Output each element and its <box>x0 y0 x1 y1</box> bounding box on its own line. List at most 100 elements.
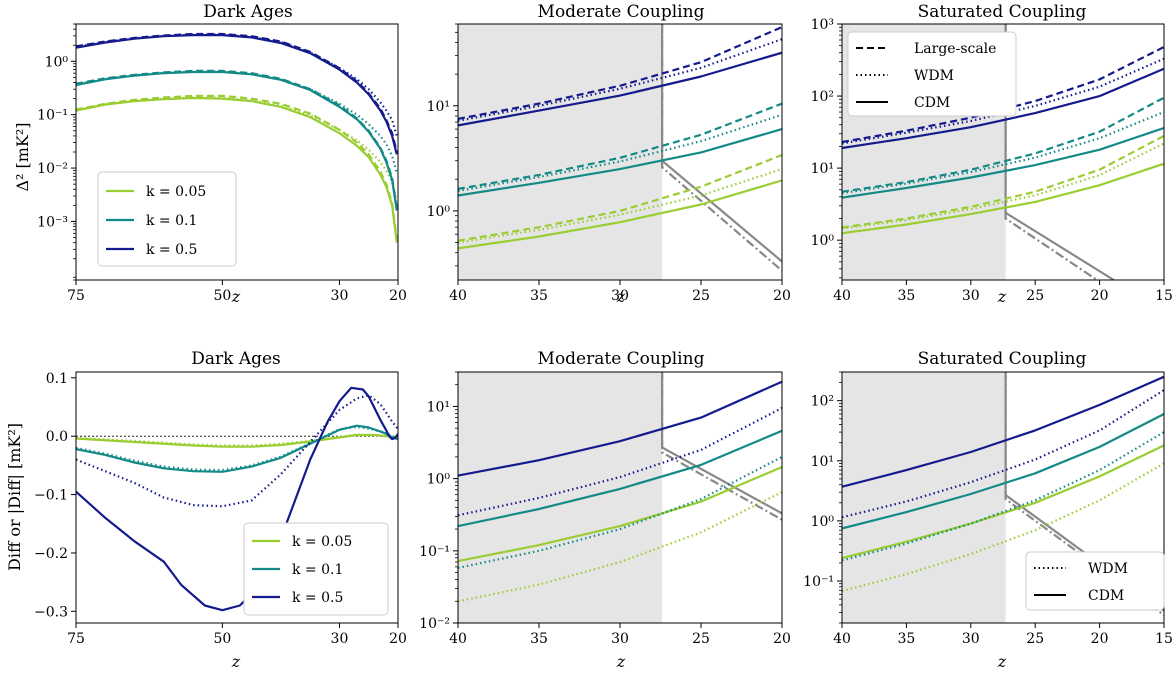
legend-label-k005: k = 0.05 <box>146 184 206 200</box>
series-k01-solid <box>76 424 398 473</box>
series-k01-solid <box>842 413 1164 530</box>
series-k005-dashed <box>458 153 782 242</box>
xlabel-bot-right: z <box>997 652 1007 671</box>
series-k01-dotted <box>76 425 398 472</box>
y-tick-label: 10⁻² <box>419 616 450 632</box>
series-k01-dotted <box>76 70 398 174</box>
shaded-region <box>458 372 663 623</box>
y-tick-label: 10² <box>811 89 834 105</box>
x-tick-label: 50 <box>213 631 231 647</box>
x-tick-label: 40 <box>449 631 467 647</box>
x-tick-label: 20 <box>389 631 407 647</box>
x-tick-label: 30 <box>331 631 349 647</box>
y-tick-label: 0.0 <box>46 429 68 445</box>
x-tick-label: 20 <box>389 288 407 304</box>
series-k01-dashed <box>458 102 782 190</box>
legend-label-cdm: CDM <box>914 95 950 111</box>
y-tick-label: 10⁻² <box>37 161 68 177</box>
y-tick-label: 10¹ <box>427 399 450 415</box>
series-k05-solid <box>76 386 398 612</box>
y-tick-label: 0.1 <box>46 371 68 387</box>
legend-style-bottom: WDM CDM <box>1025 551 1165 611</box>
xlabel-top-right: z <box>997 287 1007 306</box>
y-tick-label: 10³ <box>811 17 834 33</box>
series-k01-dashed <box>842 96 1164 193</box>
legend-label-k05: k = 0.5 <box>146 242 197 258</box>
series-k005-dashed <box>76 94 398 241</box>
x-tick-label: 35 <box>530 288 548 304</box>
series-k05-solid <box>458 51 782 127</box>
shaded-region <box>842 372 1006 623</box>
xlabel-top-left: z <box>231 287 241 306</box>
x-tick-label: 25 <box>1026 631 1044 647</box>
plot-area <box>76 32 398 243</box>
x-tick-label: 30 <box>611 631 629 647</box>
series-k05-dotted <box>76 394 398 508</box>
series-k005-solid <box>842 162 1164 235</box>
series-k005-solid <box>842 444 1164 560</box>
axes-frame <box>841 371 1165 624</box>
legend-box <box>97 171 237 267</box>
axes-frame <box>841 23 1165 281</box>
y-tick-label: 10¹ <box>811 454 834 470</box>
legend-label-wdm: WDM <box>914 68 954 84</box>
series-k005-solid <box>76 433 398 448</box>
x-tick-label: 30 <box>962 288 980 304</box>
x-tick-label: 15 <box>1155 288 1172 304</box>
xlabel-bot-mid: z <box>616 652 626 671</box>
panel-title-top-right: Saturated Coupling <box>918 2 1087 22</box>
series-k01-solid <box>76 70 398 211</box>
series-k05-solid <box>842 67 1164 150</box>
y-tick-label: −0.3 <box>34 604 68 620</box>
plot-area <box>458 24 782 280</box>
y-tick-label: 10¹ <box>427 99 450 115</box>
x-tick-label: 20 <box>773 631 791 647</box>
y-tick-label: −0.2 <box>34 546 68 562</box>
plot-area <box>76 386 398 612</box>
x-tick-label: 75 <box>67 288 85 304</box>
x-tick-label: 40 <box>449 288 467 304</box>
series-k05-solid <box>842 375 1164 488</box>
panel-title-top-mid: Moderate Coupling <box>538 2 705 22</box>
series-k005-dashed <box>842 134 1164 229</box>
x-tick-label: 25 <box>692 631 710 647</box>
panel-bot-mid: 40 35 30 25 20 10⁻² 10⁻¹ 10⁰ 10¹ <box>419 371 791 647</box>
legend-label-k01: k = 0.1 <box>146 213 197 229</box>
series-k005-dotted <box>76 96 398 201</box>
series-k05-dotted <box>842 389 1164 519</box>
grey-line-solid <box>1004 24 1115 280</box>
series-k005-dotted <box>458 491 782 603</box>
series-k05-dotted <box>458 38 782 122</box>
legend-k-top: k = 0.05 k = 0.1 k = 0.5 <box>97 171 237 267</box>
ylabel-bottom: Diff or |Diff| [mK²] <box>5 423 24 571</box>
panel-title-bot-right: Saturated Coupling <box>918 349 1087 369</box>
x-tick-label: 25 <box>1026 288 1044 304</box>
xlabel-top-mid: z <box>616 287 626 306</box>
x-tick-label: 40 <box>833 288 851 304</box>
y-tick-label: 10⁻¹ <box>419 544 450 560</box>
series-k01-dotted <box>458 113 782 192</box>
x-tick-label: 35 <box>530 631 548 647</box>
x-tick-label: 40 <box>833 631 851 647</box>
y-tick-label: 10⁰ <box>811 514 835 530</box>
y-tick-label: −0.1 <box>34 488 68 504</box>
series-k005-dotted <box>842 142 1164 230</box>
legend-label-cdm: CDM <box>1088 588 1124 604</box>
series-k005-dotted <box>458 168 782 244</box>
legend-label-wdm: WDM <box>1088 561 1128 577</box>
ylabel-top: Δ² [mK²] <box>13 122 32 191</box>
panel-title-top-left: Dark Ages <box>203 2 293 22</box>
legend-label-k01: k = 0.1 <box>292 562 343 578</box>
panel-bot-left: 75 50 30 20 −0.3 −0.2 −0.1 0.0 0.1 <box>34 371 407 647</box>
series-k05-dotted <box>842 57 1164 145</box>
y-tick-label: 10⁰ <box>45 54 69 70</box>
series-k05-dotted <box>76 33 398 137</box>
x-tick-label: 30 <box>331 288 349 304</box>
series-k01-dotted <box>842 431 1164 562</box>
legend-label-large-scale: Large-scale <box>914 41 996 57</box>
legend-box <box>243 522 389 616</box>
x-tick-label: 15 <box>1155 631 1172 647</box>
panel-title-bot-mid: Moderate Coupling <box>538 349 705 369</box>
panel-title-bot-left: Dark Ages <box>191 349 281 369</box>
